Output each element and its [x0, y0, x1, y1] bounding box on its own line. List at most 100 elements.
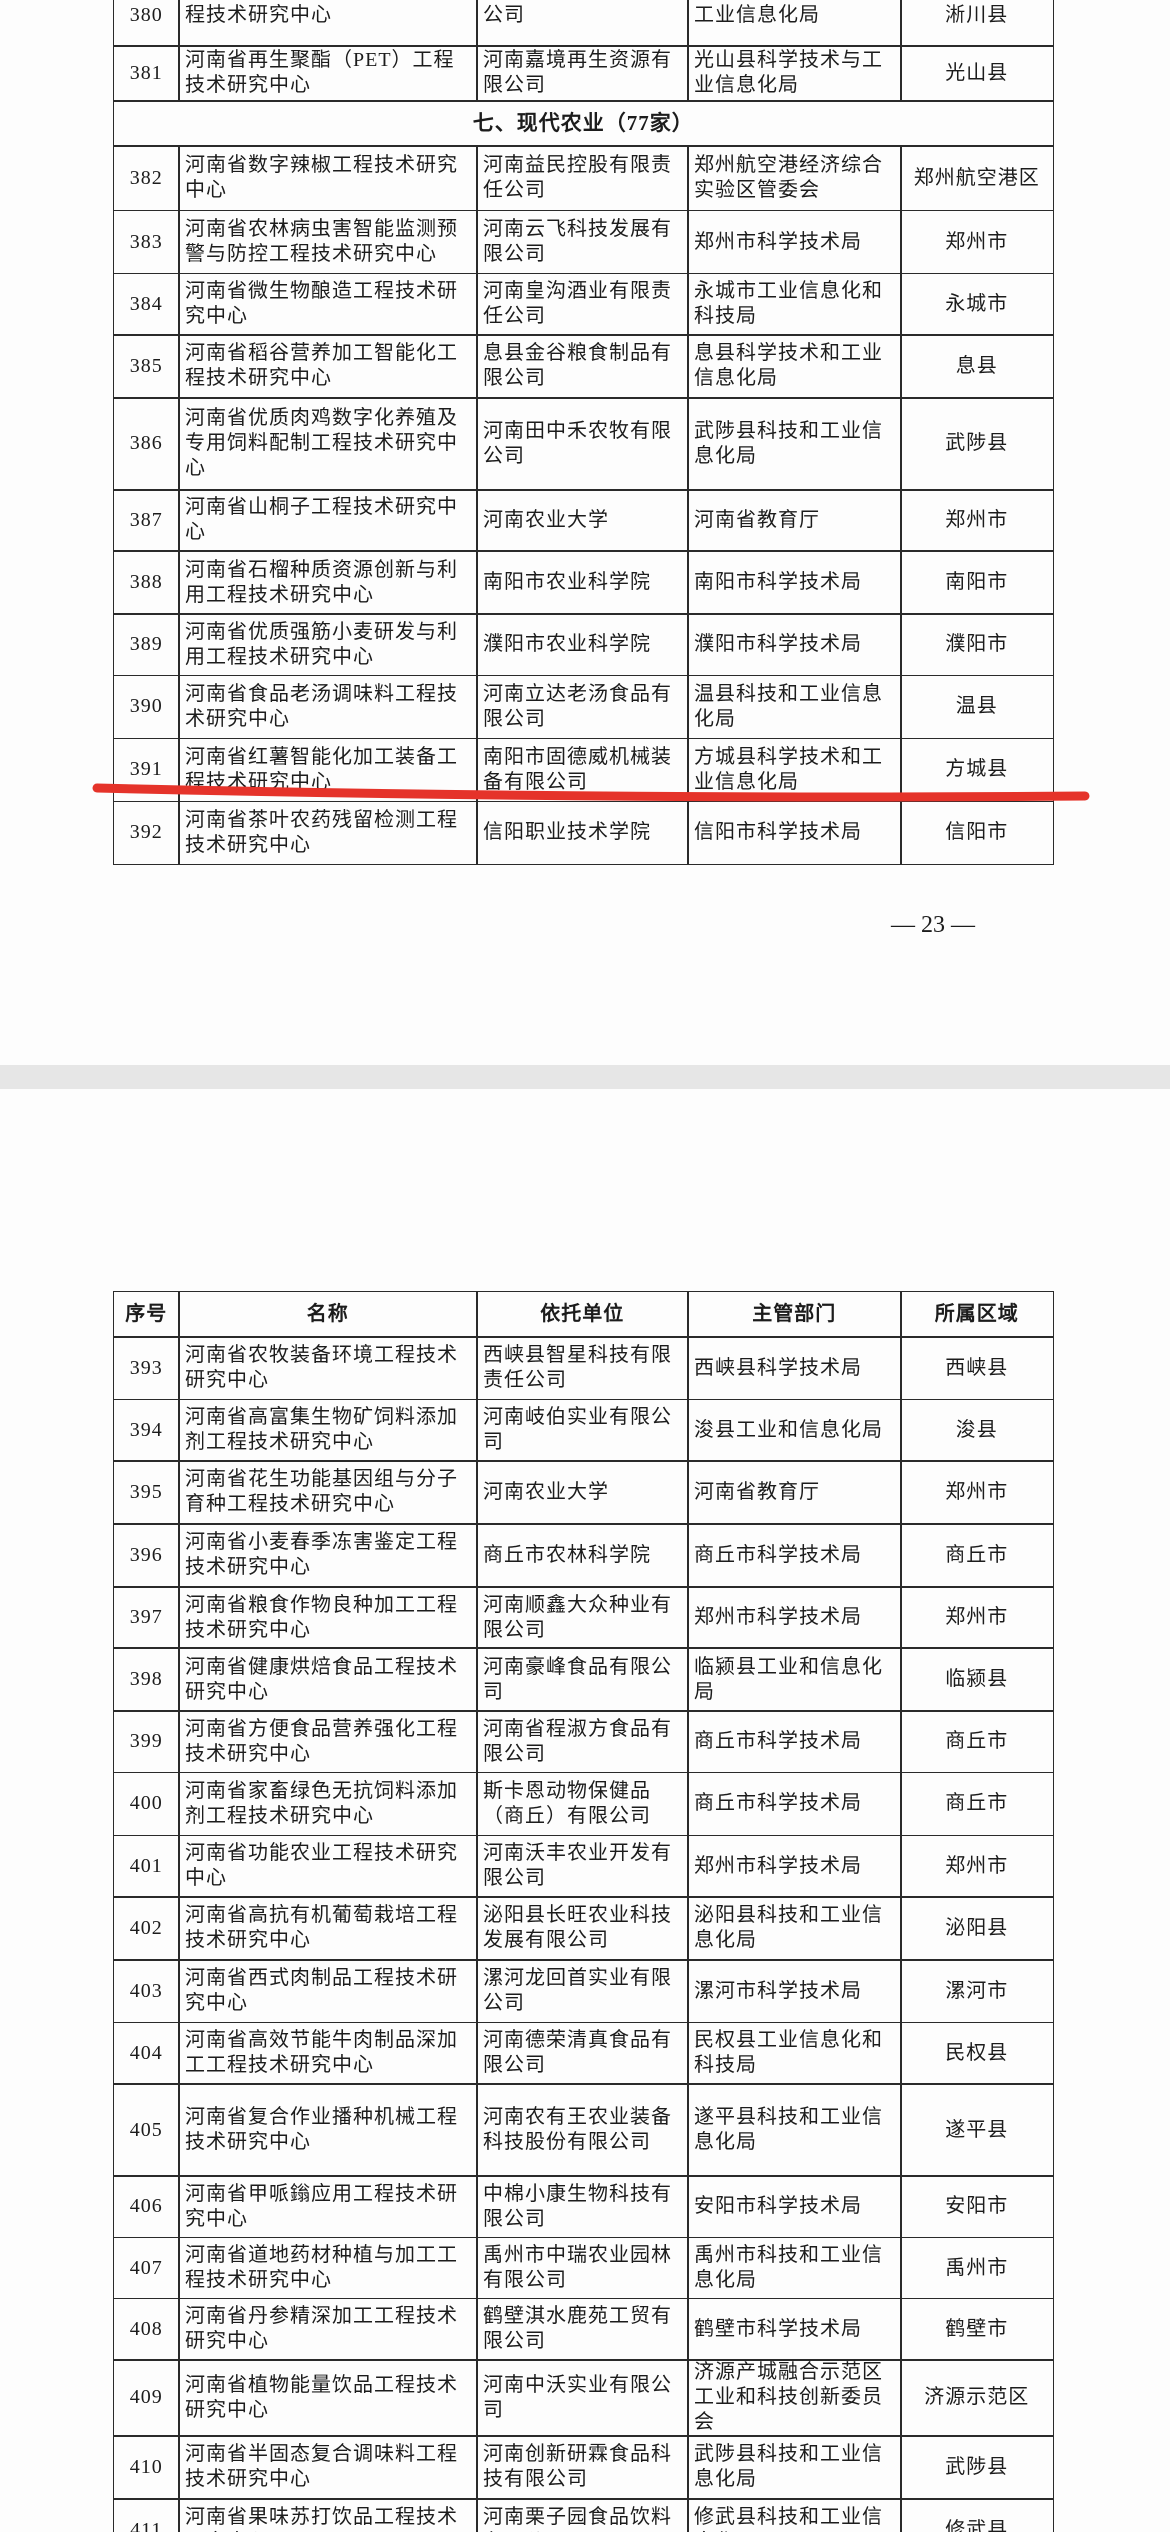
region: 商丘市 [900, 1523, 1054, 1588]
row-number: 402 [113, 1896, 180, 1961]
department: 濮阳市科学技术局 [687, 613, 902, 677]
center-name: 河南省道地药材种植与加工工程技术研究中心 [178, 2236, 478, 2300]
region: 郑州市 [900, 1460, 1054, 1525]
row-number: 399 [113, 1710, 180, 1774]
row-number: 380 [113, 0, 180, 47]
department: 安阳市科学技术局 [687, 2175, 902, 2239]
region: 西峡县 [900, 1335, 1054, 1401]
center-name: 河南省果味苏打饮品工程技术研究中心 [178, 2498, 478, 2532]
center-name: 河南省高抗有机葡萄栽培工程技术研究中心 [178, 1896, 478, 1961]
host-unit: 河南皇沟酒业有限责任公司 [476, 272, 689, 336]
row-number: 387 [113, 489, 180, 552]
center-name: 河南省微生物酿造工程技术研究中心 [178, 272, 478, 336]
center-name: 河南省农林病虫害智能监测预警与防控工程技术研究中心 [178, 209, 478, 275]
center-name: 河南省粮食作物良种加工工程技术研究中心 [178, 1586, 478, 1650]
center-name: 河南省丹参精深加工工程技术研究中心 [178, 2297, 478, 2361]
department: 息县科学技术和工业信息化局 [687, 334, 902, 399]
center-name: 河南省西式肉制品工程技术研究中心 [178, 1958, 478, 2024]
department: 郑州市科学技术局 [687, 1834, 902, 1898]
center-name: 河南省优质强筋小麦研发与利用工程技术研究中心 [178, 613, 478, 677]
host-unit: 河南农有王农业装备科技股份有限公司 [476, 2083, 689, 2177]
department: 浚县工业和信息化局 [687, 1398, 902, 1462]
region: 修武县 [900, 2498, 1054, 2532]
region: 光山县 [900, 45, 1054, 102]
host-unit: 河南德荣清真食品有限公司 [476, 2021, 689, 2085]
row-number: 383 [113, 209, 180, 275]
host-unit: 公司 [476, 0, 689, 47]
row-number: 408 [113, 2297, 180, 2361]
host-unit: 河南农业大学 [476, 1460, 689, 1525]
department: 商丘市科学技术局 [687, 1771, 902, 1837]
row-number: 406 [113, 2175, 180, 2239]
center-name: 河南省甲哌鎓应用工程技术研究中心 [178, 2175, 478, 2239]
host-unit: 南阳市农业科学院 [476, 550, 689, 615]
host-unit: 河南益民控股有限责任公司 [476, 145, 689, 212]
row-number: 398 [113, 1647, 180, 1712]
region: 浚县 [900, 1398, 1054, 1462]
department: 郑州市科学技术局 [687, 1586, 902, 1650]
host-unit: 河南云飞科技发展有限公司 [476, 209, 689, 275]
host-unit: 商丘市农林科学院 [476, 1523, 689, 1588]
region: 方城县 [900, 737, 1054, 803]
center-name: 河南省高效节能牛肉制品深加工工程技术研究中心 [178, 2021, 478, 2085]
row-number: 381 [113, 45, 180, 102]
row-number: 385 [113, 334, 180, 399]
row-number: 410 [113, 2435, 180, 2500]
department: 河南省教育厅 [687, 489, 902, 552]
department: 武陟县科技和工业信息化局 [687, 397, 902, 491]
host-unit: 河南田中禾农牧有限公司 [476, 397, 689, 491]
department: 郑州航空港经济综合实验区管委会 [687, 145, 902, 212]
host-unit: 河南嘉境再生资源有限公司 [476, 45, 689, 102]
row-number: 392 [113, 800, 180, 866]
department: 永城市工业信息化和科技局 [687, 272, 902, 336]
row-number: 389 [113, 613, 180, 677]
department: 方城县科学技术和工业信息化局 [687, 737, 902, 803]
center-name: 河南省植物能量饮品工程技术研究中心 [178, 2359, 478, 2437]
department: 商丘市科学技术局 [687, 1710, 902, 1774]
row-number: 386 [113, 397, 180, 491]
host-unit: 河南豪峰食品有限公司 [476, 1647, 689, 1712]
row-number: 400 [113, 1771, 180, 1837]
center-name: 河南省食品老汤调味料工程技术研究中心 [178, 674, 478, 740]
host-unit: 河南农业大学 [476, 489, 689, 552]
host-unit: 鹤壁淇水鹿苑工贸有限公司 [476, 2297, 689, 2361]
host-unit: 泌阳县长旺农业科技发展有限公司 [476, 1896, 689, 1961]
row-number: 388 [113, 550, 180, 615]
header-cell: 主管部门 [687, 1290, 902, 1338]
row-number: 403 [113, 1958, 180, 2024]
department: 修武县科技和工业信息化局 [687, 2498, 902, 2532]
center-name: 河南省优质肉鸡数字化养殖及专用饲料配制工程技术研究中心 [178, 397, 478, 491]
page: — 23 — 380 程技术研究中心 公司 工业信息化局 淅川县 381 河南省再生聚酯（P… [0, 0, 1170, 1065]
host-unit: 河南栗子园食品饮料有限公司 [476, 2498, 689, 2532]
header-cell: 名称 [178, 1290, 478, 1338]
department: 泌阳县科技和工业信息化局 [687, 1896, 902, 1961]
region: 郑州市 [900, 1586, 1054, 1650]
region: 漯河市 [900, 1958, 1054, 2024]
host-unit: 西峡县智星科技有限责任公司 [476, 1335, 689, 1401]
row-number: 396 [113, 1523, 180, 1588]
department: 温县科技和工业信息化局 [687, 674, 902, 740]
row-number: 397 [113, 1586, 180, 1650]
region: 郑州市 [900, 489, 1054, 552]
row-number: 411 [113, 2498, 180, 2532]
department: 鹤壁市科学技术局 [687, 2297, 902, 2361]
department: 遂平县科技和工业信息化局 [687, 2083, 902, 2177]
region: 永城市 [900, 272, 1054, 336]
host-unit: 河南岐伯实业有限公司 [476, 1398, 689, 1462]
row-number: 390 [113, 674, 180, 740]
region: 信阳市 [900, 800, 1054, 866]
row-number: 405 [113, 2083, 180, 2177]
department: 武陟县科技和工业信息化局 [687, 2435, 902, 2500]
center-name: 河南省复合作业播种机械工程技术研究中心 [178, 2083, 478, 2177]
row-number: 394 [113, 1398, 180, 1462]
region: 商丘市 [900, 1771, 1054, 1837]
row-number: 409 [113, 2359, 180, 2437]
center-name: 河南省家畜绿色无抗饲料添加剂工程技术研究中心 [178, 1771, 478, 1837]
region: 泌阳县 [900, 1896, 1054, 1961]
host-unit: 河南省程淑方食品有限公司 [476, 1710, 689, 1774]
row-number: 401 [113, 1834, 180, 1898]
region: 临颍县 [900, 1647, 1054, 1712]
header-cell: 序号 [113, 1290, 180, 1338]
region: 郑州市 [900, 209, 1054, 275]
